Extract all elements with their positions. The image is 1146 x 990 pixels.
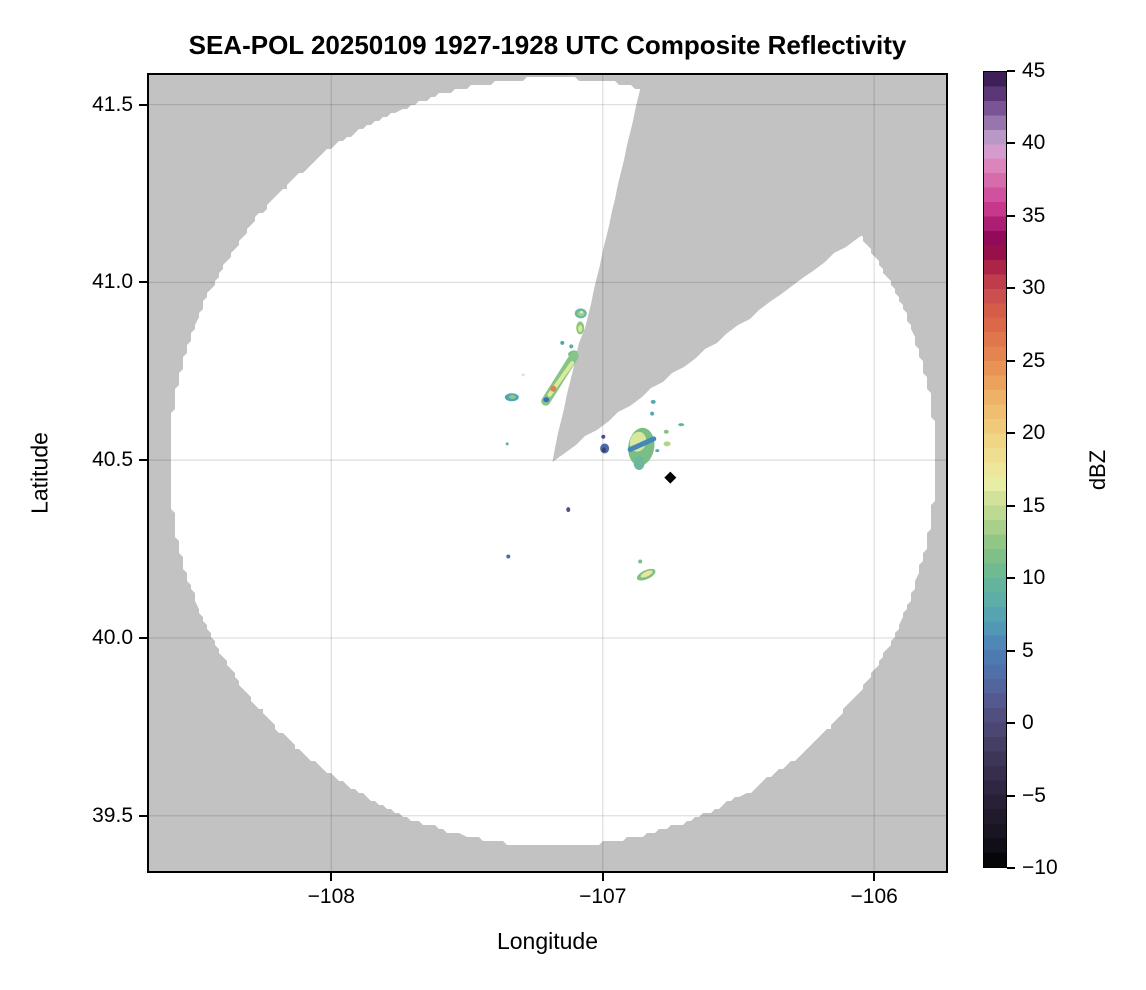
reflectivity-echo: [578, 325, 583, 333]
colorbar-label: dBZ: [1085, 449, 1110, 491]
x-tick-label: −106: [850, 885, 898, 908]
reflectivity-echo: [508, 394, 516, 399]
y-axis-label: Latitude: [26, 432, 53, 514]
reflectivity-echo: [638, 559, 643, 564]
reflectivity-echo: [566, 507, 571, 513]
chart-title: SEA-POL 20250109 1927-1928 UTC Composite…: [188, 30, 907, 60]
colorbar-tick-label: 5: [1022, 638, 1034, 662]
reflectivity-echo: [506, 554, 511, 559]
colorbar-tick-label: −5: [1022, 783, 1046, 807]
reflectivity-echo: [580, 310, 584, 314]
reflectivity-echo: [569, 344, 574, 349]
y-tick-label: 40.5: [92, 448, 133, 472]
x-tick-label: −107: [579, 885, 627, 908]
y-tick-mark: [139, 814, 147, 817]
reflectivity-echo: [550, 385, 557, 392]
y-tick-label: 40.0: [92, 625, 133, 649]
reflectivity-echo: [543, 397, 550, 403]
colorbar-tick-label: 15: [1022, 493, 1046, 517]
colorbar-tick-label: 10: [1022, 566, 1046, 590]
y-tick-mark: [139, 103, 147, 106]
colorbar-tick-mark: [1007, 432, 1015, 435]
reflectivity-echo: [601, 434, 606, 439]
reflectivity-echo-band: [627, 436, 657, 453]
colorbar-tick-mark: [1007, 504, 1015, 507]
y-tick-mark: [139, 459, 147, 462]
y-tick-label: 39.5: [92, 803, 133, 827]
y-tick-mark: [139, 281, 147, 284]
colorbar-tick-label: 25: [1022, 348, 1046, 372]
y-tick-mark: [139, 636, 147, 639]
reflectivity-echo: [655, 449, 660, 453]
colorbar-tick-label: 35: [1022, 203, 1046, 227]
colorbar: [983, 71, 1007, 868]
colorbar-tick-mark: [1007, 794, 1015, 797]
colorbar-tick-mark: [1007, 722, 1015, 725]
colorbar-tick-label: 45: [1022, 59, 1046, 82]
reflectivity-echo: [640, 570, 653, 578]
colorbar-tick-mark: [1007, 70, 1015, 72]
radar-map-canvas: [147, 73, 948, 873]
colorbar-tick-label: 40: [1022, 131, 1046, 155]
plot-area: [147, 73, 948, 873]
reflectivity-echo: [663, 429, 669, 434]
colorbar-tick-mark: [1007, 214, 1015, 217]
colorbar-tick-label: 0: [1022, 711, 1034, 735]
colorbar-tick-mark: [1007, 577, 1015, 580]
colorbar-tick-label: 30: [1022, 276, 1046, 300]
reflectivity-echo: [650, 399, 656, 404]
blocked-sector-wedge: [552, 73, 948, 462]
reflectivity-echo: [678, 423, 685, 427]
y-tick-label: 41.5: [92, 92, 133, 116]
colorbar-tick-label: 20: [1022, 421, 1046, 445]
reflectivity-echo: [650, 411, 655, 416]
reflectivity-echo: [601, 447, 606, 453]
reflectivity-echo: [633, 456, 645, 471]
x-tick-label: −108: [307, 885, 355, 908]
reflectivity-echo: [560, 340, 565, 345]
reflectivity-echo: [663, 441, 671, 447]
colorbar-tick-mark: [1007, 867, 1015, 869]
colorbar-tick-mark: [1007, 359, 1015, 362]
reflectivity-echo: [521, 373, 525, 377]
colorbar-tick-mark: [1007, 287, 1015, 290]
x-tick-mark: [873, 873, 876, 881]
colorbar-tick-mark: [1007, 649, 1015, 652]
y-tick-label: 41.0: [92, 270, 133, 294]
site-marker-diamond: [664, 471, 677, 484]
reflectivity-echo: [505, 442, 509, 446]
colorbar-tick-mark: [1007, 142, 1015, 145]
colorbar-tick-label: −10: [1022, 856, 1058, 879]
x-tick-mark: [601, 873, 604, 881]
x-tick-mark: [330, 873, 333, 881]
x-axis-label: Longitude: [496, 928, 599, 954]
